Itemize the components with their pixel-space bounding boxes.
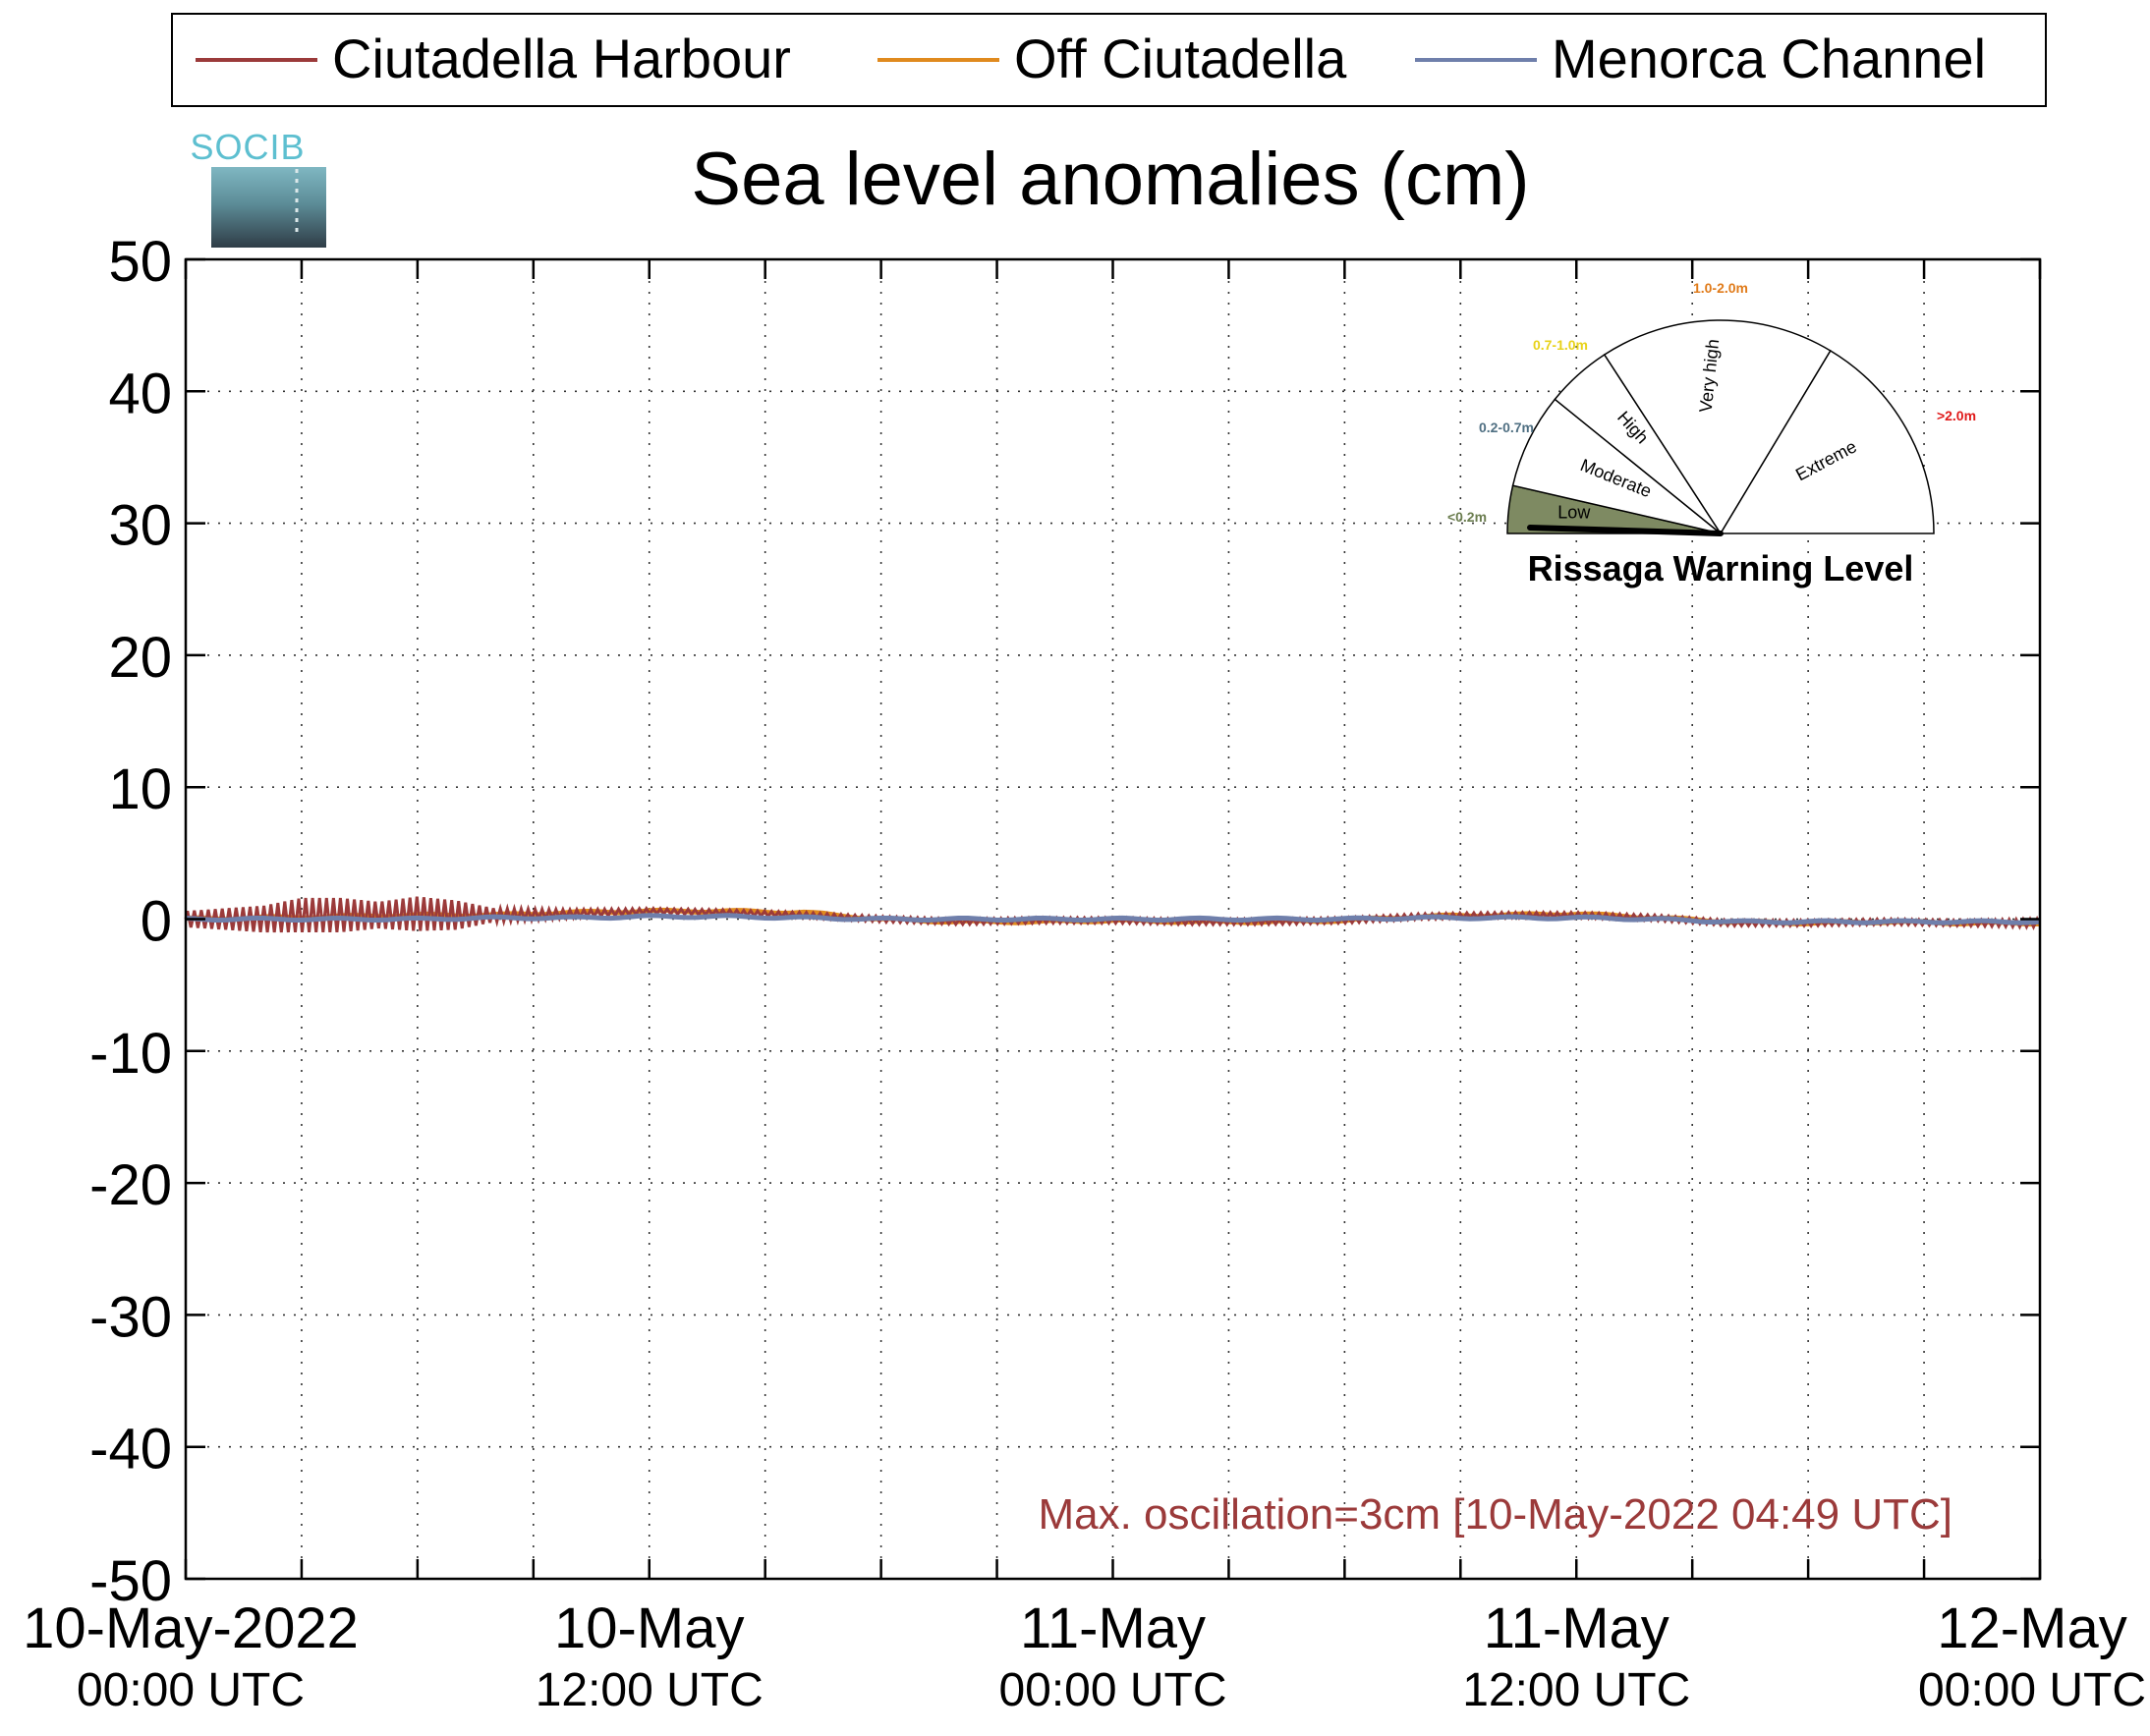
- gauge-range-label: 0.7-1.0m: [1533, 337, 1588, 353]
- x-tick-label-date: 12-May: [1937, 1596, 2126, 1660]
- x-tick-label-date: 10-May-2022: [23, 1596, 359, 1660]
- gauge-sector-extreme: [1719, 349, 1935, 534]
- gauge-title: Rissaga Warning Level: [1528, 548, 1914, 588]
- logo-text: SOCIB: [190, 127, 305, 167]
- series-line-menorca-channel: [185, 913, 2041, 925]
- chart-title: Sea level anomalies (cm): [691, 138, 1529, 221]
- series-layer: [184, 896, 2041, 933]
- y-tick-label: 10: [108, 757, 172, 821]
- y-tick-label: -20: [89, 1153, 172, 1217]
- gauge-needle: [1527, 525, 1724, 536]
- x-tick-label-time: 12:00 UTC: [1462, 1664, 1690, 1716]
- x-tick-label-time: 12:00 UTC: [536, 1664, 764, 1716]
- series-line-ciutadella-harbour: [184, 896, 2041, 933]
- gauge-sector-very-high: [1603, 319, 1832, 535]
- gauge-range-label: >2.0m: [1937, 408, 1976, 423]
- gauge-range-label: 0.2-0.7m: [1479, 420, 1534, 435]
- x-tick-label-time: 00:00 UTC: [1918, 1664, 2146, 1716]
- x-tick-label-time: 00:00 UTC: [77, 1664, 305, 1716]
- x-tick-label-date: 11-May: [1484, 1596, 1669, 1660]
- x-tick-label-date: 10-May: [554, 1596, 744, 1660]
- gauge-sector-moderate: [1511, 398, 1722, 534]
- plot-area: [184, 257, 2042, 1581]
- axis-ticks: [184, 257, 2042, 1581]
- y-tick-label: 20: [108, 626, 172, 690]
- legend: Ciutadella Harbour Off Ciutadella Menorca …: [171, 13, 2047, 107]
- y-tick-label: 40: [108, 362, 172, 425]
- y-tick-label: -40: [89, 1418, 172, 1482]
- y-tick-label: -50: [89, 1549, 172, 1613]
- gauge-sector-label: Low: [1557, 502, 1591, 522]
- gauge-range-label: 1.0-2.0m: [1693, 280, 1748, 296]
- y-tick-label: -10: [89, 1022, 172, 1086]
- y-tick-label: 30: [108, 494, 172, 558]
- legend-label: Off Ciutadella: [1014, 28, 1347, 89]
- y-axis-tick-labels: 50 40 30 20 10 0 -10 -20 -30 -40 -50: [89, 230, 172, 1613]
- logo-block: [211, 167, 326, 248]
- max-oscillation-annotation: Max. oscillation=3cm [10-May-2022 04:49 …: [1038, 1490, 1952, 1539]
- y-tick-label: 0: [141, 890, 172, 954]
- socib-logo: SOCIB: [190, 127, 326, 248]
- y-tick-label: -30: [89, 1285, 172, 1349]
- legend-label: Ciutadella Harbour: [332, 28, 791, 89]
- x-tick-label-time: 00:00 UTC: [998, 1664, 1226, 1716]
- x-tick-label-date: 11-May: [1020, 1596, 1206, 1660]
- legend-frame: [171, 13, 2047, 107]
- y-tick-label: 50: [108, 230, 172, 294]
- gauge-range-label: <0.2m: [1447, 509, 1487, 525]
- legend-label: Menorca Channel: [1552, 28, 1986, 89]
